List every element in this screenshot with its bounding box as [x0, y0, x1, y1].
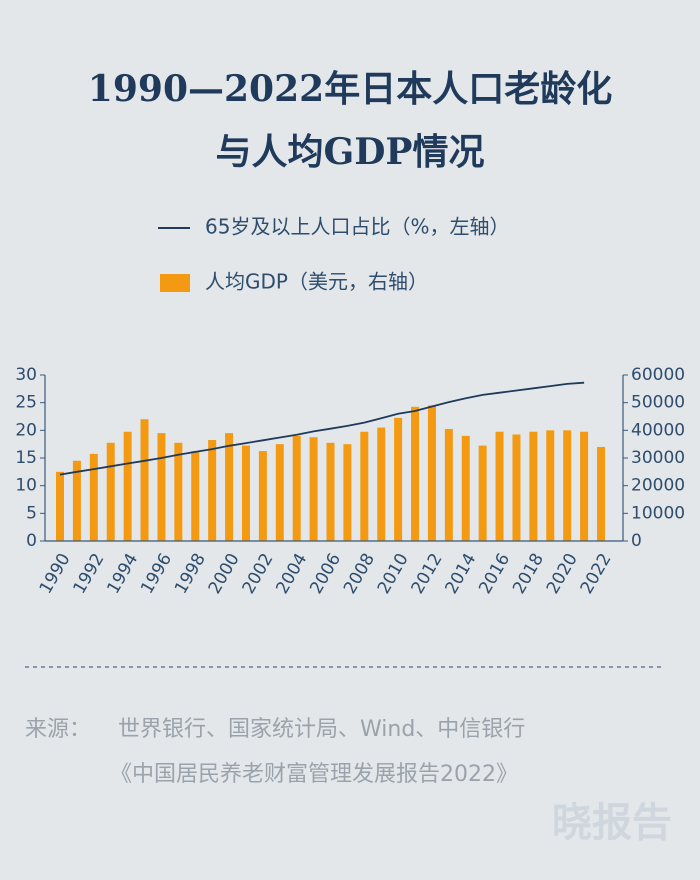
source-text: 《中国居民养老财富管理发展报告2022》: [110, 762, 518, 787]
x-tick-label: 2008: [340, 550, 379, 597]
bar: [56, 471, 64, 541]
y2-tick-label: 50000: [631, 393, 685, 413]
bar: [529, 431, 538, 541]
bar: [72, 460, 81, 541]
x-tick-label: 2006: [306, 550, 345, 597]
x-tick-label: 2004: [272, 550, 311, 597]
bar: [444, 428, 453, 541]
x-tick-label: 2002: [239, 550, 278, 597]
line: [59, 381, 585, 476]
bar: [275, 444, 284, 541]
x-tick-label: 2014: [441, 550, 480, 597]
bar: [326, 442, 335, 541]
x-tick-label: 1990: [36, 550, 75, 597]
bar: [241, 445, 250, 541]
chart-title: 1990—2022年日本人口老龄化: [88, 68, 612, 110]
legend-label: 人均GDP（美元，右轴）: [205, 270, 428, 294]
bar: [157, 433, 166, 541]
legend-label: 65岁及以上人口占比（%，左轴）: [205, 215, 509, 239]
x-tick-label: 1994: [103, 550, 142, 597]
bar: [174, 442, 183, 541]
bar: [140, 419, 149, 541]
x-tick-label: 1998: [171, 550, 210, 597]
bar: [309, 437, 318, 541]
x-tick-label: 2016: [475, 550, 514, 597]
y2-tick-label: 0: [631, 531, 642, 551]
bar: [191, 451, 200, 541]
bar: [563, 430, 572, 541]
y-tick-label: 30: [15, 365, 37, 385]
y-tick-label: 5: [26, 503, 37, 523]
y2-tick-label: 10000: [631, 503, 685, 523]
bar: [546, 430, 555, 541]
y-tick-label: 25: [15, 393, 37, 413]
bar: [427, 405, 436, 541]
x-tick-label: 2020: [543, 550, 582, 597]
bar: [495, 431, 504, 541]
source-label: 来源：: [25, 717, 91, 742]
y-tick-label: 15: [15, 448, 37, 468]
y2-tick-label: 30000: [631, 448, 685, 468]
bar: [123, 431, 132, 541]
bar: [89, 453, 98, 541]
x-tick-label: 2022: [577, 550, 616, 597]
x-tick-label: 2012: [408, 550, 447, 597]
bar: [292, 435, 301, 541]
y2-tick-label: 60000: [631, 365, 685, 385]
chart-title: 与人均GDP情况: [215, 131, 484, 173]
y2-tick-label: 40000: [631, 420, 685, 440]
bar: [461, 435, 470, 541]
y-tick-label: 10: [15, 476, 37, 496]
bar: [478, 445, 487, 541]
bar: [106, 442, 115, 541]
bar: [411, 406, 420, 541]
watermark: 晓报告: [552, 800, 672, 846]
legend-swatch: [160, 274, 190, 292]
bar: [377, 427, 386, 541]
bar: [208, 440, 217, 541]
bar: [360, 431, 369, 541]
y-tick-label: 20: [15, 420, 37, 440]
bar: [580, 431, 589, 541]
bar: [343, 444, 352, 541]
bar: [258, 451, 267, 541]
source-text: 世界银行、国家统计局、Wind、中信银行: [118, 717, 525, 742]
y-tick-label: 0: [26, 531, 37, 551]
bar: [225, 433, 234, 541]
x-tick-label: 2000: [205, 550, 244, 597]
x-tick-label: 1996: [137, 550, 176, 597]
bar: [597, 446, 605, 541]
x-tick-label: 2010: [374, 550, 413, 597]
bar: [394, 417, 403, 541]
x-tick-label: 2018: [509, 550, 548, 597]
bar: [512, 434, 521, 541]
x-tick-label: 1992: [70, 550, 109, 597]
y2-tick-label: 20000: [631, 476, 685, 496]
